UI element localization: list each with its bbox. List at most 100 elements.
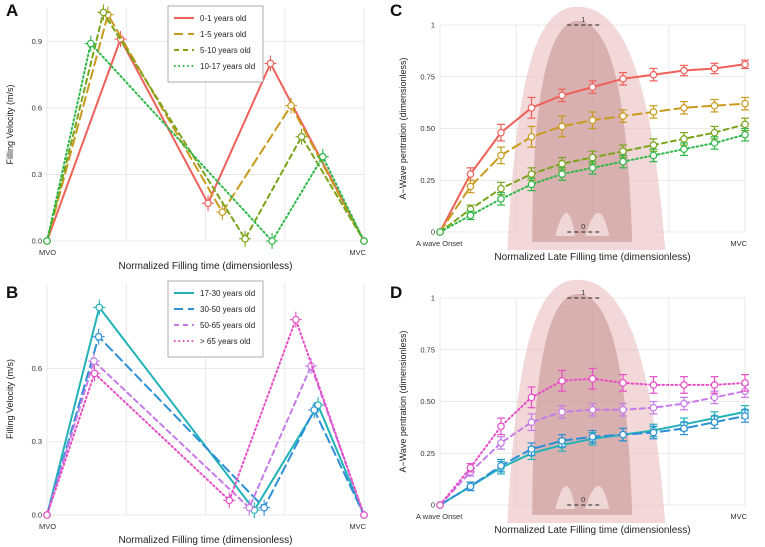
data-point — [287, 101, 295, 110]
data-point — [680, 135, 688, 143]
data-point — [710, 64, 719, 73]
data-point — [680, 145, 688, 154]
legend-label-4: 10-17 years old — [200, 62, 255, 71]
legend-label-2: 1-5 years old — [200, 30, 246, 39]
x-axis-title: Normalized Filling time (dimensionless) — [119, 535, 293, 546]
data-point — [527, 170, 536, 178]
data-point — [741, 130, 749, 139]
data-point — [588, 405, 597, 414]
y-tick-label: 0 — [431, 501, 435, 510]
data-point — [619, 379, 627, 387]
y-axis-title: A−Wave pentration (dimensionless) — [398, 331, 408, 473]
panel-letter-b: B — [6, 283, 18, 302]
legend-label-1: 0-1 years old — [200, 14, 246, 23]
data-point — [527, 445, 536, 453]
legend-label-1: 17-30 years old — [200, 289, 255, 298]
data-point — [741, 120, 749, 129]
y-tick-label: 0.0 — [32, 511, 42, 520]
y-tick-label: 0.50 — [420, 397, 435, 406]
data-point — [558, 91, 566, 100]
x-tick-label-start: MVO — [39, 522, 56, 531]
y-tick-label: 1 — [431, 21, 435, 30]
data-point — [466, 182, 475, 191]
data-point — [588, 153, 597, 162]
data-point — [266, 59, 275, 68]
heart-ventricle-shape — [532, 293, 633, 515]
x-tick-label-start: A wave Onset — [416, 239, 463, 248]
data-point — [527, 104, 536, 112]
y-tick-label: 0.3 — [32, 437, 42, 446]
data-point — [710, 101, 719, 110]
legend-label-4: > 65 years old — [200, 337, 250, 346]
panel-b: B 0.0 0.3 0.6 MVO MVC Normalized Filling time … — [5, 280, 368, 546]
y-tick-label: 1 — [431, 294, 435, 303]
data-point — [436, 501, 444, 509]
data-point — [619, 147, 627, 156]
legend-label-3: 50-65 years old — [200, 321, 255, 330]
data-point — [292, 315, 300, 324]
data-point — [94, 332, 103, 341]
x-tick-label-end: MVC — [730, 239, 747, 248]
series-line-3 — [46, 9, 365, 242]
data-point — [318, 152, 327, 161]
data-point — [466, 482, 475, 491]
data-point — [649, 70, 658, 79]
data-point — [95, 303, 104, 312]
valve-leaflet-left — [555, 213, 576, 236]
panel-d: D 0 0.25 0.50 0.75 1 1 0 A wave Onset MVC Normaliz… — [390, 279, 749, 536]
data-point — [43, 511, 51, 519]
data-point — [204, 199, 212, 208]
x-tick-label-start: A wave Onset — [416, 512, 463, 521]
x-tick-label-end: MVC — [349, 522, 366, 531]
x-axis-title: Normalized Filling time (dimensionless) — [119, 261, 293, 272]
data-point — [497, 195, 505, 203]
data-point — [241, 234, 249, 243]
legend-label-2: 30-50 years old — [200, 305, 255, 314]
x-tick-label-end: MVC — [730, 512, 747, 521]
x-tick-label-end: MVC — [349, 248, 366, 257]
data-point — [588, 164, 597, 172]
data-point — [360, 511, 368, 519]
legend-label-3: 5-10 years old — [200, 46, 251, 55]
data-point — [649, 141, 658, 149]
depth-label-0: 0 — [581, 222, 585, 231]
data-point — [710, 393, 719, 402]
valve-leaflet-left — [555, 486, 576, 509]
data-point — [218, 208, 227, 216]
x-tick-label-start: MVO — [39, 248, 56, 257]
data-point — [527, 132, 536, 141]
data-point — [90, 369, 99, 378]
data-point — [680, 66, 688, 75]
data-point — [43, 237, 51, 245]
data-point — [619, 157, 627, 166]
data-point — [649, 428, 658, 437]
heart-ventricle-shape — [532, 20, 633, 242]
data-point — [680, 381, 688, 389]
data-point — [497, 439, 505, 447]
x-axis-title: Normalized Late Filling time (dimensionl… — [494, 252, 690, 263]
data-point — [297, 132, 306, 141]
y-axis-title: Filling Velocity (m/s) — [5, 84, 15, 164]
y-tick-label: 0.9 — [32, 37, 42, 46]
data-point — [527, 180, 536, 189]
data-point — [588, 116, 597, 125]
y-tick-label: 0.25 — [420, 176, 435, 185]
data-point — [360, 237, 368, 245]
x-axis-title: Normalized Late Filling time (dimensionl… — [494, 525, 690, 536]
y-tick-label: 0.75 — [420, 72, 435, 81]
data-point — [99, 8, 108, 17]
y-tick-label: 0.6 — [32, 364, 42, 373]
data-point — [649, 403, 658, 412]
data-point — [649, 151, 658, 160]
data-point — [260, 503, 268, 512]
data-point — [497, 151, 505, 160]
data-point — [466, 170, 475, 178]
depth-label-0: 0 — [581, 495, 585, 504]
data-point — [588, 432, 597, 441]
depth-label-1: 1 — [581, 288, 585, 297]
data-point — [649, 381, 658, 389]
data-point — [619, 405, 627, 414]
data-point — [497, 184, 505, 193]
data-point — [588, 83, 597, 91]
y-axis-title: A−Wave pentration (dimensionless) — [398, 58, 408, 200]
